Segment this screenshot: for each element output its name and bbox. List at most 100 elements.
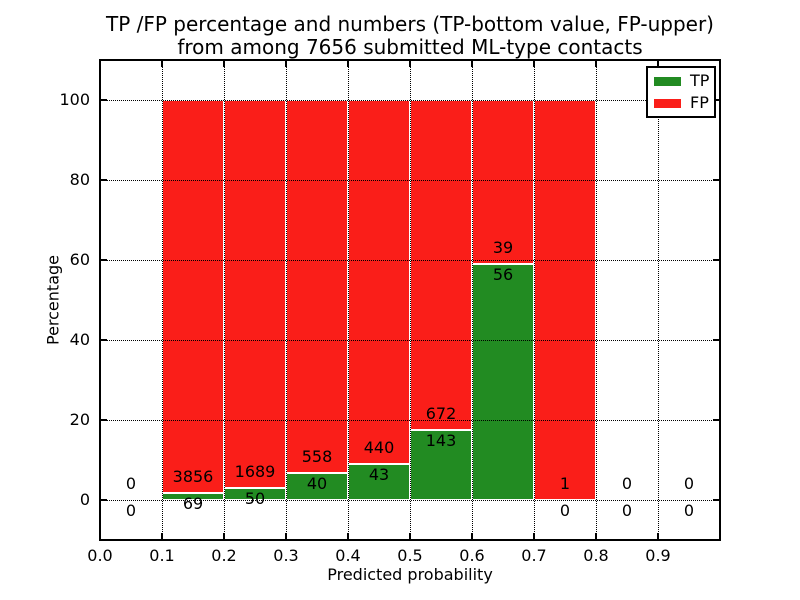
fp-count-label: 0	[621, 474, 633, 493]
tick-mark	[595, 533, 597, 540]
tick-mark	[223, 533, 225, 540]
chart-title-line1: TP /FP percentage and numbers (TP-bottom…	[106, 12, 714, 36]
gridline	[100, 60, 101, 540]
tick-mark	[713, 339, 720, 341]
tick-mark	[100, 99, 107, 101]
tick-mark	[595, 60, 597, 67]
bar-segment-fp	[162, 100, 224, 493]
bar-segment-fp	[410, 100, 472, 430]
tp-count-label: 143	[425, 430, 457, 450]
y-tick-label: 20	[69, 410, 90, 429]
y-tick-label: 80	[69, 170, 90, 189]
y-tick-label: 0	[79, 490, 90, 509]
plot-area: 0 0 3856 69 1689 50 558 40 440 43 672 143 39 56 1 0 0 0 0 0	[99, 59, 721, 541]
tp-count-label: 50	[244, 489, 266, 509]
tp-count-label: 0	[125, 501, 137, 520]
x-tick-label: 0.7	[521, 546, 547, 565]
legend-label-fp: FP	[690, 93, 709, 112]
tp-count-label: 43	[368, 465, 390, 485]
tick-mark	[161, 60, 163, 67]
x-tick-label: 0.4	[335, 546, 361, 565]
tp-color-swatch	[654, 76, 681, 86]
x-axis-label: Predicted probability	[327, 565, 493, 584]
tick-mark	[409, 533, 411, 540]
fp-count-label: 1689	[234, 462, 276, 482]
tp-count-label: 0	[559, 501, 571, 520]
tick-mark	[347, 533, 349, 540]
tick-mark	[100, 259, 107, 261]
bar-segment-tp	[286, 473, 348, 500]
tick-mark	[533, 533, 535, 540]
tick-mark	[657, 533, 659, 540]
bar-segment-fp	[286, 100, 348, 474]
fp-color-swatch	[654, 98, 681, 108]
x-tick-label: 0.3	[273, 546, 299, 565]
tp-count-label: 56	[492, 265, 514, 285]
gridline	[534, 60, 535, 540]
tick-mark	[100, 179, 107, 181]
gridline	[596, 60, 597, 540]
chart-title: TP /FP percentage and numbers (TP-bottom…	[100, 13, 720, 59]
x-tick-label: 0.8	[583, 546, 609, 565]
fp-count-label: 0	[125, 474, 137, 493]
x-tick-label: 0.2	[211, 546, 237, 565]
fp-count-label: 672	[425, 403, 457, 423]
y-tick-label: 40	[69, 330, 90, 349]
tick-mark	[713, 179, 720, 181]
tick-mark	[161, 533, 163, 540]
fp-count-label: 1	[559, 474, 571, 493]
tick-mark	[713, 99, 720, 101]
tick-mark	[100, 499, 107, 501]
tick-mark	[533, 60, 535, 67]
tick-mark	[285, 533, 287, 540]
tp-count-label: 0	[683, 501, 695, 520]
chart-title-line2: from among 7656 submitted ML-type contac…	[177, 35, 643, 59]
gridline	[286, 60, 287, 540]
x-tick-label: 0.5	[397, 546, 423, 565]
bar-segment-fp	[348, 100, 410, 465]
fp-count-label: 558	[301, 447, 333, 467]
y-tick-label: 100	[59, 90, 90, 109]
x-tick-label: 0.1	[149, 546, 175, 565]
x-tick-label: 0.9	[645, 546, 671, 565]
gridline	[658, 60, 659, 540]
bar-segment-tp	[472, 264, 534, 500]
fp-count-label: 0	[683, 474, 695, 493]
gridline	[162, 60, 163, 540]
fp-count-label: 3856	[172, 466, 214, 486]
tick-mark	[285, 60, 287, 67]
tp-count-label: 0	[621, 501, 633, 520]
bar-segment-fp	[472, 100, 534, 265]
tick-mark	[100, 419, 107, 421]
gridline	[472, 60, 473, 540]
legend-entry-fp: FP	[654, 93, 709, 112]
tick-mark	[100, 339, 107, 341]
legend-entry-tp: TP	[654, 71, 710, 90]
y-tick-label: 60	[69, 250, 90, 269]
tick-mark	[657, 60, 659, 67]
x-tick-label: 0.0	[87, 546, 113, 565]
tick-mark	[713, 419, 720, 421]
tick-mark	[409, 60, 411, 67]
tick-mark	[347, 60, 349, 67]
legend: TP FP	[646, 66, 716, 118]
tp-count-label: 69	[182, 493, 204, 513]
bar-segment-tp	[410, 429, 472, 500]
tp-count-label: 40	[306, 474, 328, 494]
bar-segment-fp	[534, 100, 596, 500]
legend-label-tp: TP	[690, 71, 710, 90]
tick-mark	[713, 259, 720, 261]
gridline	[224, 60, 225, 540]
fp-count-label: 39	[492, 238, 514, 258]
tick-mark	[471, 60, 473, 67]
tick-mark	[223, 60, 225, 67]
x-tick-label: 0.6	[459, 546, 485, 565]
tick-mark	[99, 533, 101, 540]
tick-mark	[471, 533, 473, 540]
gridline	[410, 60, 411, 540]
fp-count-label: 440	[363, 438, 395, 458]
bar-segment-fp	[224, 100, 286, 489]
gridline	[348, 60, 349, 540]
tick-mark	[713, 499, 720, 501]
